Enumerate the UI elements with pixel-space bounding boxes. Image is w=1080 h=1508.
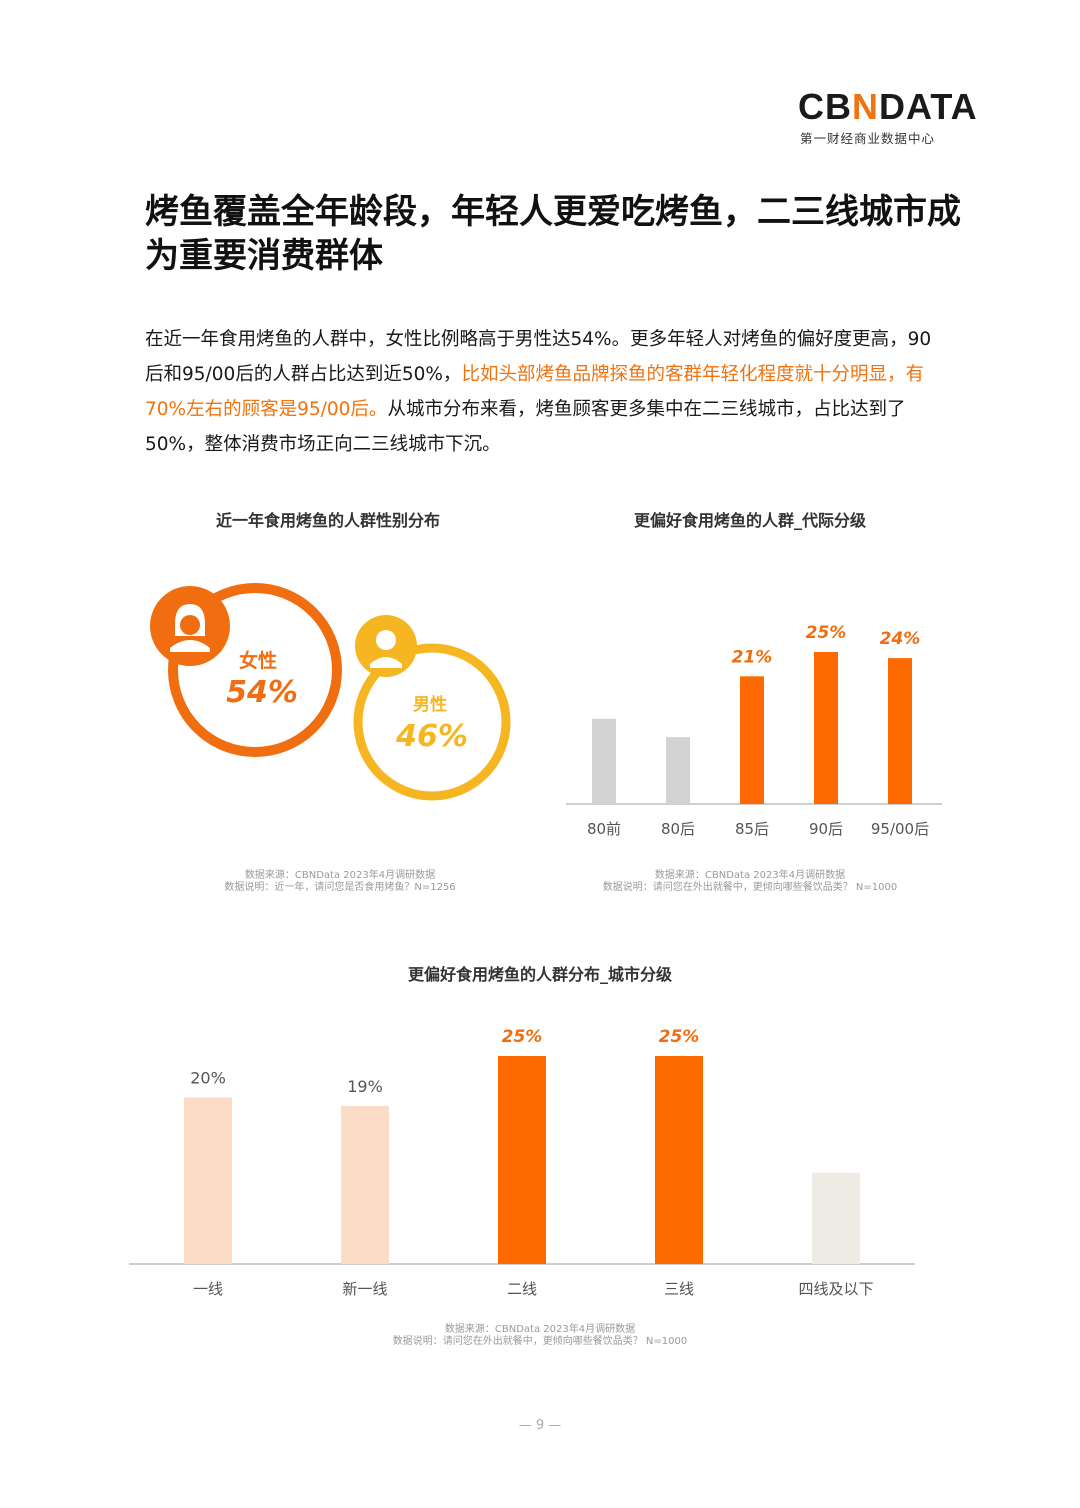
gender-chart-notes: 数据来源：CBNData 2023年4月调研数据 数据说明：近一年，请问您是否食… bbox=[140, 870, 540, 894]
bar bbox=[666, 737, 690, 804]
category-label: 三线 bbox=[664, 1280, 694, 1298]
generation-chart-source: 数据来源：CBNData 2023年4月调研数据 bbox=[654, 870, 846, 881]
value-label: 24% bbox=[880, 629, 921, 649]
generation-chart-notes: 数据来源：CBNData 2023年4月调研数据 数据说明：请问您在外出就餐中，… bbox=[560, 870, 940, 894]
gender-chart-source: 数据来源：CBNData 2023年4月调研数据 bbox=[244, 870, 436, 881]
bar bbox=[184, 1097, 232, 1264]
category-label: 80后 bbox=[661, 820, 695, 838]
page-title: 烤鱼覆盖全年龄段，年轻人更爱吃烤鱼，二三线城市成为重要消费群体 bbox=[145, 192, 961, 276]
city-chart-title: 更偏好食用烤鱼的人群分布_城市分级 bbox=[407, 965, 672, 984]
male-ring bbox=[353, 643, 511, 801]
bar bbox=[888, 658, 912, 804]
female-ring bbox=[168, 583, 342, 757]
category-label: 95/00后 bbox=[871, 820, 929, 838]
value-label: 25% bbox=[659, 1027, 700, 1047]
paragraph-highlight: 比如头部烤鱼品牌探鱼的客群年轻化程度就十分明显，有70%左右的顾客是95/00后… bbox=[145, 364, 924, 420]
page-number: — 9 — bbox=[518, 1418, 562, 1433]
bar bbox=[498, 1056, 546, 1264]
intro-paragraph: 在近一年食用烤鱼的人群中，女性比例略高于男性达54%。更多年轻人对烤鱼的偏好度更… bbox=[145, 322, 945, 462]
value-label: 25% bbox=[502, 1027, 543, 1047]
female-avatar-icon bbox=[150, 586, 230, 666]
female-label: 女性 bbox=[239, 649, 277, 672]
category-label: 新一线 bbox=[342, 1280, 387, 1298]
generation-chart-note: 数据说明：请问您在外出就餐中，更倾向哪些餐饮品类？ N=1000 bbox=[602, 882, 898, 893]
category-label: 二线 bbox=[507, 1280, 537, 1298]
male-value: 46% bbox=[395, 719, 468, 754]
category-label: 80前 bbox=[587, 820, 621, 838]
city-chart-note: 数据说明：请问您在外出就餐中，更倾向哪些餐饮品类？ N=1000 bbox=[392, 1336, 688, 1347]
city-bar-chart: 一线 20% 新一线 19% 二线 25% 三线 25% 四线及以下 bbox=[129, 1027, 915, 1298]
logo-text-data: DATA bbox=[879, 86, 978, 127]
city-chart-source: 数据来源：CBNData 2023年4月调研数据 bbox=[444, 1324, 636, 1335]
gender-chart-note: 数据说明：近一年，请问您是否食用烤鱼？N=1256 bbox=[224, 882, 456, 893]
bar bbox=[812, 1172, 860, 1264]
bar bbox=[814, 652, 838, 804]
generation-chart-title: 更偏好食用烤鱼的人群_代际分级 bbox=[633, 511, 866, 530]
male-label: 男性 bbox=[413, 694, 447, 715]
page-number-value: 9 bbox=[535, 1418, 545, 1433]
logo-subtitle: 第一财经商业数据中心 bbox=[800, 131, 936, 146]
paragraph-text-2: 从城市分布来看，烤鱼顾客更多集中在二三线城市，占比达到了50%，整体消费市场正向… bbox=[145, 399, 906, 455]
bar bbox=[740, 676, 764, 804]
bar bbox=[592, 718, 616, 804]
female-value: 54% bbox=[226, 675, 298, 710]
value-label: 21% bbox=[732, 647, 773, 667]
logo-text-cb: CB bbox=[798, 86, 852, 127]
value-label: 19% bbox=[347, 1077, 383, 1096]
category-label: 85后 bbox=[735, 820, 769, 838]
gender-chart: 女性 54% 男性 46% bbox=[150, 583, 511, 801]
generation-bar-chart: 80前 80后 85后 21% 90后 25% 95/00后 24% bbox=[566, 623, 942, 838]
value-label: 20% bbox=[190, 1069, 226, 1088]
gender-chart-title: 近一年食用烤鱼的人群性别分布 bbox=[215, 511, 440, 530]
brand-logo: CBNDATA bbox=[798, 86, 978, 128]
value-label: 25% bbox=[806, 623, 847, 643]
bar bbox=[341, 1105, 389, 1264]
bar bbox=[655, 1056, 703, 1264]
category-label: 一线 bbox=[193, 1280, 223, 1298]
paragraph-text-1: 在近一年食用烤鱼的人群中，女性比例略高于男性达54%。更多年轻人对烤鱼的偏好度更… bbox=[145, 329, 932, 385]
male-avatar-icon bbox=[355, 615, 417, 677]
city-chart-notes: 数据来源：CBNData 2023年4月调研数据 数据说明：请问您在外出就餐中，… bbox=[290, 1324, 790, 1348]
logo-text-n: N bbox=[852, 86, 879, 127]
category-label: 90后 bbox=[809, 820, 843, 838]
category-label: 四线及以下 bbox=[798, 1280, 873, 1298]
